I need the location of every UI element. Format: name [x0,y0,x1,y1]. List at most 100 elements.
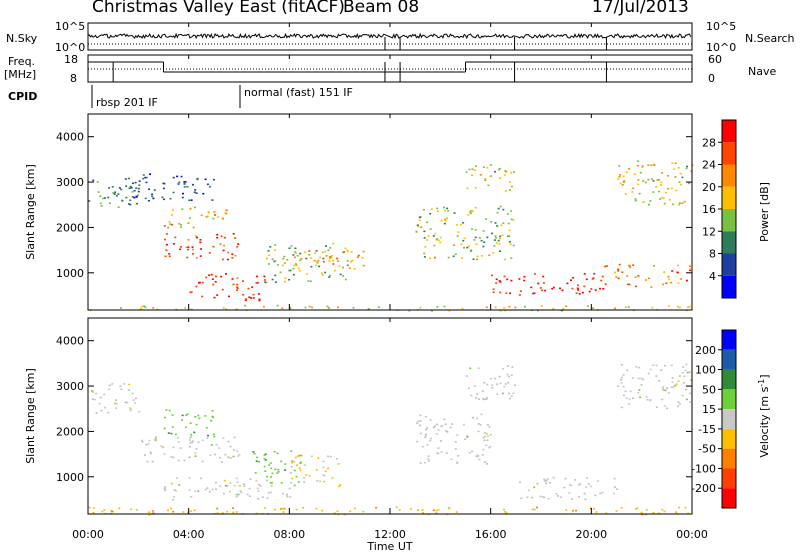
data-cell [653,180,655,182]
data-cell [499,292,501,294]
data-cell [290,450,292,452]
data-cell [464,238,466,240]
data-cell [289,270,291,272]
data-cell [189,446,191,448]
data-cell [659,198,661,200]
data-cell [653,512,655,514]
data-cell [200,255,202,257]
data-cell [237,277,239,279]
data-cell [202,440,204,442]
data-cell [511,374,513,376]
data-cell [235,255,237,257]
data-cell [94,399,96,401]
data-cell [637,184,639,186]
data-cell [438,509,440,511]
data-cell [425,434,427,436]
data-cell [450,427,452,429]
data-cell [501,235,503,237]
data-cell [472,168,474,170]
data-cell [136,203,138,205]
data-cell [661,172,663,174]
data-cell [190,442,192,444]
noise-left-label: N.Sky [6,32,38,45]
data-cell [197,490,199,492]
data-cell [100,203,102,205]
data-cell [496,393,498,395]
data-cell [189,217,191,219]
data-cell [485,445,487,447]
cpid-mode-1: rbsp 201 IF [96,96,158,109]
power-panel: 1000200030004000 Slant Range [km] 282420… [24,114,771,312]
data-cell [623,395,625,397]
data-cell [146,461,148,463]
freq-right-tick-bottom: 0 [708,72,715,85]
data-cell [528,490,530,492]
data-cell [270,476,272,478]
data-cell [256,460,258,462]
data-cell [614,272,616,274]
data-cell [498,169,500,171]
data-cell [482,437,484,439]
data-cell [314,260,316,262]
data-cell [689,268,691,270]
data-cell [520,290,522,292]
data-cell [119,385,121,387]
data-cell [190,208,192,210]
data-cell [457,455,459,457]
data-cell [317,260,319,262]
data-cell [270,468,272,470]
data-cell [332,477,334,479]
data-cell [638,378,640,380]
data-cell [485,218,487,220]
data-cell [486,237,488,239]
data-cell [552,308,554,310]
colorbar-segment [722,389,736,409]
data-cell [182,197,184,199]
data-cell [647,164,649,166]
data-cell [240,492,242,494]
data-cell [523,280,525,282]
data-cell [225,485,227,487]
data-cell [519,481,521,483]
data-cell [629,398,631,400]
data-cell [496,242,498,244]
data-cell [623,386,625,388]
data-cell [243,485,245,487]
colorbar-tick-label: 16 [702,203,716,216]
data-cell [417,509,419,511]
data-cell [286,494,288,496]
data-cell [470,250,472,252]
data-cell [486,440,488,442]
data-cell [187,246,189,248]
data-cell [444,223,446,225]
data-cell [213,434,215,436]
data-cell [310,257,312,259]
data-cell [653,265,655,267]
data-cell [262,497,264,499]
colorbar-segment [722,449,736,469]
data-cell [487,424,489,426]
data-cell [259,299,261,301]
data-cell [129,188,131,190]
data-cell [354,508,356,510]
data-cell [188,239,190,241]
data-cell [128,389,130,391]
data-cell [433,427,435,429]
data-cell [233,284,235,286]
data-cell [324,272,326,274]
data-cell [456,434,458,436]
data-cell [129,204,131,206]
data-cell [585,498,587,500]
data-cell [136,509,138,511]
data-cell [277,264,279,266]
data-cell [167,510,169,512]
colorbar-tick-label: 100 [695,364,716,377]
data-cell [673,168,675,170]
data-cell [208,212,210,214]
data-cell [674,176,676,178]
data-cell [635,198,637,200]
data-cell [453,256,455,258]
data-cell [194,490,196,492]
data-cell [264,466,266,468]
data-cell [114,191,116,193]
